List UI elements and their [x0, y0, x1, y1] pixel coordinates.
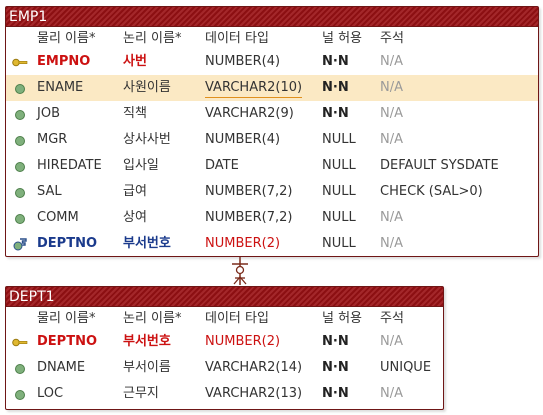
nullable: N·N [322, 386, 349, 401]
comment: CHECK (SAL>0) [380, 184, 483, 199]
column-dot-icon [15, 364, 25, 374]
header-nullable: 널 허용 [322, 311, 363, 326]
table-row-loc[interactable]: LOC 근무지 VARCHAR2(13) N·N N/A [6, 381, 443, 407]
logical-name: 상여 [123, 210, 147, 225]
table-row-hiredate[interactable]: HIREDATE 입사일 DATE NULL DEFAULT SYSDATE [6, 153, 538, 179]
column-dot-icon [15, 136, 25, 146]
comment: N/A [380, 334, 403, 349]
foreign-key-icon [13, 238, 27, 251]
entity-dept1[interactable]: DEPT1 물리 이름* 논리 이름* 데이터 타입 널 허용 주석 DEPTN… [5, 286, 444, 410]
comment: N/A [380, 132, 403, 147]
comment: DEFAULT SYSDATE [380, 158, 499, 173]
logical-name: 부서이름 [123, 360, 171, 375]
table-row-deptno[interactable]: DEPTNO 부서번호 NUMBER(2) NULL N/A [6, 231, 538, 257]
comment: N/A [380, 106, 403, 121]
table-row-dname[interactable]: DNAME 부서이름 VARCHAR2(14) N·N UNIQUE [6, 355, 443, 381]
table-row-deptno[interactable]: DEPTNO 부서번호 NUMBER(2) N·N N/A [6, 329, 443, 355]
logical-name: 근무지 [123, 386, 159, 401]
comment: N/A [380, 80, 403, 95]
data-type: NUMBER(4) [205, 132, 281, 147]
nullable: N·N [322, 106, 349, 121]
comment: N/A [380, 236, 403, 251]
table-row-empno[interactable]: EMPNO 사번 NUMBER(4) N·N N/A [6, 49, 538, 75]
data-type: NUMBER(4) [205, 54, 281, 69]
data-type: VARCHAR2(10) [205, 75, 303, 101]
column-dot-icon [15, 110, 25, 120]
comment: N/A [380, 54, 403, 69]
data-type: NUMBER(2) [205, 334, 281, 349]
nullable: N·N [322, 334, 349, 349]
physical-name: HIREDATE [37, 158, 102, 173]
header-physical-name: 물리 이름* [37, 311, 96, 326]
key-icon [12, 338, 28, 347]
column-dot-icon [15, 162, 25, 172]
column-header-row: 물리 이름* 논리 이름* 데이터 타입 널 허용 주석 [6, 27, 538, 49]
entity-emp1[interactable]: EMP1 물리 이름* 논리 이름* 데이터 타입 널 허용 주석 EMPNO … [5, 6, 539, 257]
data-type-value: VARCHAR2(10) [205, 79, 303, 98]
data-type: NUMBER(7,2) [205, 184, 293, 199]
header-logical-name: 논리 이름* [123, 311, 182, 326]
physical-name: SAL [37, 184, 62, 199]
logical-name: 상사사번 [123, 132, 171, 147]
header-data-type: 데이터 타입 [205, 311, 269, 326]
column-dot-icon [15, 84, 25, 94]
data-type: NUMBER(7,2) [205, 210, 293, 225]
nullable: N·N [322, 54, 349, 69]
nullable: NULL [322, 132, 356, 147]
data-type: DATE [205, 158, 239, 173]
data-type: NUMBER(2) [205, 236, 281, 251]
nullable: NULL [322, 158, 356, 173]
logical-name: 직책 [123, 106, 147, 121]
header-comment: 주석 [380, 311, 404, 326]
logical-name: 급여 [123, 184, 147, 199]
logical-name: 사원이름 [123, 80, 171, 95]
data-type: VARCHAR2(9) [205, 106, 294, 121]
header-logical-name: 논리 이름* [123, 31, 182, 46]
nullable: N·N [322, 360, 349, 375]
logical-name: 사번 [123, 54, 147, 69]
physical-name: JOB [37, 106, 60, 121]
header-data-type: 데이터 타입 [205, 31, 269, 46]
table-row-mgr[interactable]: MGR 상사사번 NUMBER(4) NULL N/A [6, 127, 538, 153]
nullable: NULL [322, 184, 356, 199]
entity-title[interactable]: EMP1 [6, 7, 538, 27]
table-row-job[interactable]: JOB 직책 VARCHAR2(9) N·N N/A [6, 101, 538, 127]
data-type: VARCHAR2(14) [205, 360, 303, 375]
column-header-row: 물리 이름* 논리 이름* 데이터 타입 널 허용 주석 [6, 307, 443, 329]
logical-name: 입사일 [123, 158, 159, 173]
physical-name: ENAME [37, 80, 84, 95]
nullable: NULL [322, 210, 356, 225]
column-dot-icon [15, 214, 25, 224]
column-dot-icon [15, 390, 25, 400]
comment: UNIQUE [380, 360, 432, 375]
physical-name: DNAME [37, 360, 86, 375]
comment: N/A [380, 386, 403, 401]
physical-name: MGR [37, 132, 68, 147]
physical-name: DEPTNO [37, 236, 97, 251]
physical-name: COMM [37, 210, 79, 225]
column-dot-icon [15, 188, 25, 198]
table-row-ename[interactable]: ENAME 사원이름 VARCHAR2(10) N·N N/A [6, 75, 538, 101]
comment: N/A [380, 210, 403, 225]
header-comment: 주석 [380, 31, 404, 46]
data-type: VARCHAR2(13) [205, 386, 303, 401]
entity-title[interactable]: DEPT1 [6, 287, 443, 307]
nullable: N·N [322, 80, 349, 95]
table-row-sal[interactable]: SAL 급여 NUMBER(7,2) NULL CHECK (SAL>0) [6, 179, 538, 205]
logical-name: 부서번호 [123, 236, 171, 251]
nullable: NULL [322, 236, 356, 251]
physical-name: DEPTNO [37, 334, 97, 349]
table-row-comm[interactable]: COMM 상여 NUMBER(7,2) NULL N/A [6, 205, 538, 231]
logical-name: 부서번호 [123, 334, 171, 349]
key-icon [12, 58, 28, 67]
physical-name: EMPNO [37, 54, 91, 69]
header-nullable: 널 허용 [322, 31, 363, 46]
physical-name: LOC [37, 386, 64, 401]
header-physical-name: 물리 이름* [37, 31, 96, 46]
